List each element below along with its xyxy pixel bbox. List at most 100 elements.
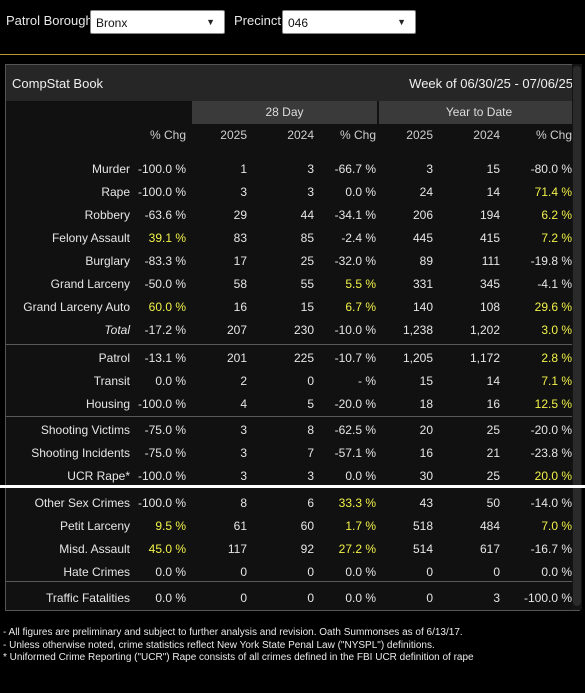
group-28-day: 28 Day <box>192 101 377 124</box>
table-cell: 206 <box>412 208 433 222</box>
table-cell: -100.0 % <box>137 469 186 483</box>
table-cell: 3 <box>426 162 433 176</box>
table-cell: 415 <box>479 231 500 245</box>
table-cell: 0.0 % <box>345 469 376 483</box>
table-cell: 1,202 <box>469 323 500 337</box>
table-cell: 2.8 % <box>541 351 572 365</box>
row-label: Robbery <box>84 208 130 222</box>
table-cell: -100.0 % <box>137 397 186 411</box>
table-cell: 21 <box>486 446 500 460</box>
table-cell: -2.4 % <box>341 231 376 245</box>
table-cell: 43 <box>419 496 433 510</box>
table-cell: -23.8 % <box>530 446 572 460</box>
row-label: Grand Larceny Auto <box>23 300 130 314</box>
table-cell: - % <box>358 374 376 388</box>
table-cell: 5.5 % <box>345 277 376 291</box>
panel-header: CompStat Book Week of 06/30/25 - 07/06/2… <box>6 65 579 101</box>
table-cell: 29 <box>233 208 247 222</box>
compstat-panel: CompStat Book Week of 06/30/25 - 07/06/2… <box>5 64 580 611</box>
table-cell: 30 <box>419 469 433 483</box>
borough-select[interactable]: Bronx ▼ <box>90 10 225 34</box>
table-cell: 111 <box>481 254 500 268</box>
row-label: Total <box>104 323 130 337</box>
table-cell: -13.1 % <box>144 351 186 365</box>
table-cell: 60 <box>300 519 314 533</box>
scrollbar-thumb[interactable] <box>573 66 581 606</box>
table-cell: 17 <box>233 254 247 268</box>
table-cell: 0.0 % <box>345 565 376 579</box>
borough-value: Bronx <box>96 16 128 30</box>
table-row: Shooting Victims -75.0 % 3 8 -62.5 % 20 25 -20.… <box>6 418 579 441</box>
table-cell: 445 <box>412 231 433 245</box>
scrollbar[interactable] <box>572 64 582 610</box>
table-cell: 24 <box>419 185 433 199</box>
table-cell: 15 <box>486 162 500 176</box>
table-cell: -100.0 % <box>137 185 186 199</box>
table-cell: -16.7 % <box>530 542 572 556</box>
table-cell: 44 <box>300 208 314 222</box>
table-row: Petit Larceny 9.5 % 61 60 1.7 % 518 484 7.0 % <box>6 514 579 537</box>
table-row: Hate Crimes 0.0 % 0 0 0.0 % 0 0 0.0 % <box>6 560 579 583</box>
row-label: Traffic Fatalities <box>45 591 130 605</box>
precinct-select[interactable]: 046 ▼ <box>282 10 416 34</box>
table-cell: 331 <box>412 277 433 291</box>
table-cell: 3 <box>240 185 247 199</box>
table-cell: -83.3 % <box>144 254 186 268</box>
table-cell: -100.0 % <box>523 591 572 605</box>
table-cell: 0 <box>426 591 433 605</box>
table-cell: 83 <box>233 231 247 245</box>
table-row: Patrol -13.1 % 201 225 -10.7 % 1,205 1,172 2.8 … <box>6 346 579 369</box>
table-cell: 108 <box>479 300 500 314</box>
table-cell: 6.7 % <box>345 300 376 314</box>
section-divider <box>0 485 585 488</box>
table-cell: 14 <box>486 185 500 199</box>
table-cell: 3 <box>240 469 247 483</box>
table-cell: 16 <box>486 397 500 411</box>
table-cell: -10.0 % <box>334 323 376 337</box>
table-cell: 1.7 % <box>345 519 376 533</box>
table-cell: 25 <box>486 423 500 437</box>
row-label: Shooting Incidents <box>31 446 130 460</box>
table-row: Grand Larceny -50.0 % 58 55 5.5 % 331 345 -4.1 … <box>6 272 579 295</box>
table-row: Traffic Fatalities 0.0 % 0 0 0.0 % 0 3 -100.0 % <box>6 586 579 609</box>
week-range: Week of 06/30/25 - 07/06/25 <box>409 76 573 91</box>
table-cell: 1 <box>240 162 247 176</box>
row-label: Shooting Victims <box>40 423 130 437</box>
table-cell: 201 <box>226 351 247 365</box>
table-row: UCR Rape* -100.0 % 3 3 0.0 % 30 25 20.0 % <box>6 464 579 487</box>
table-cell: 6 <box>307 496 314 510</box>
divider <box>0 54 585 55</box>
table-row: Felony Assault 39.1 % 83 85 -2.4 % 445 415 7.2 … <box>6 226 579 249</box>
table-cell: -75.0 % <box>144 446 186 460</box>
row-label: Burglary <box>85 254 130 268</box>
footnotes: - All figures are preliminary and subjec… <box>3 627 474 665</box>
table-cell: 0 <box>307 565 314 579</box>
table-cell: 0.0 % <box>155 591 186 605</box>
table-row: Misd. Assault 45.0 % 117 92 27.2 % 514 617 -16.… <box>6 537 579 560</box>
table-cell: 20.0 % <box>534 469 572 483</box>
table-cell: 0 <box>240 591 247 605</box>
table-cell: 15 <box>300 300 314 314</box>
table-cell: 7.0 % <box>541 519 572 533</box>
table-cell: 27.2 % <box>338 542 376 556</box>
table-cell: 0 <box>307 374 314 388</box>
table-cell: 85 <box>300 231 314 245</box>
column-header: 2025 <box>406 128 433 142</box>
group-year-to-date: Year to Date <box>379 101 579 124</box>
footnote: * Uniformed Crime Reporting ("UCR") Rape… <box>3 652 474 663</box>
row-label: Misd. Assault <box>59 542 130 556</box>
table-cell: -50.0 % <box>144 277 186 291</box>
table-cell: 3 <box>307 185 314 199</box>
table-cell: 0.0 % <box>155 374 186 388</box>
table-cell: 3 <box>307 469 314 483</box>
column-header: 2025 <box>220 128 247 142</box>
table-row: Murder -100.0 % 1 3 -66.7 % 3 15 -80.0 % <box>6 157 579 180</box>
table-row: Transit 0.0 % 2 0 - % 15 14 7.1 % <box>6 369 579 392</box>
footnote: - All figures are preliminary and subjec… <box>3 627 463 638</box>
chevron-down-icon: ▼ <box>397 17 406 27</box>
table-row: Grand Larceny Auto 60.0 % 16 15 6.7 % 140 108 2… <box>6 295 579 318</box>
table-cell: 18 <box>419 397 433 411</box>
table-cell: -14.0 % <box>530 496 572 510</box>
column-header: 2024 <box>473 128 500 142</box>
chevron-down-icon: ▼ <box>206 17 215 27</box>
